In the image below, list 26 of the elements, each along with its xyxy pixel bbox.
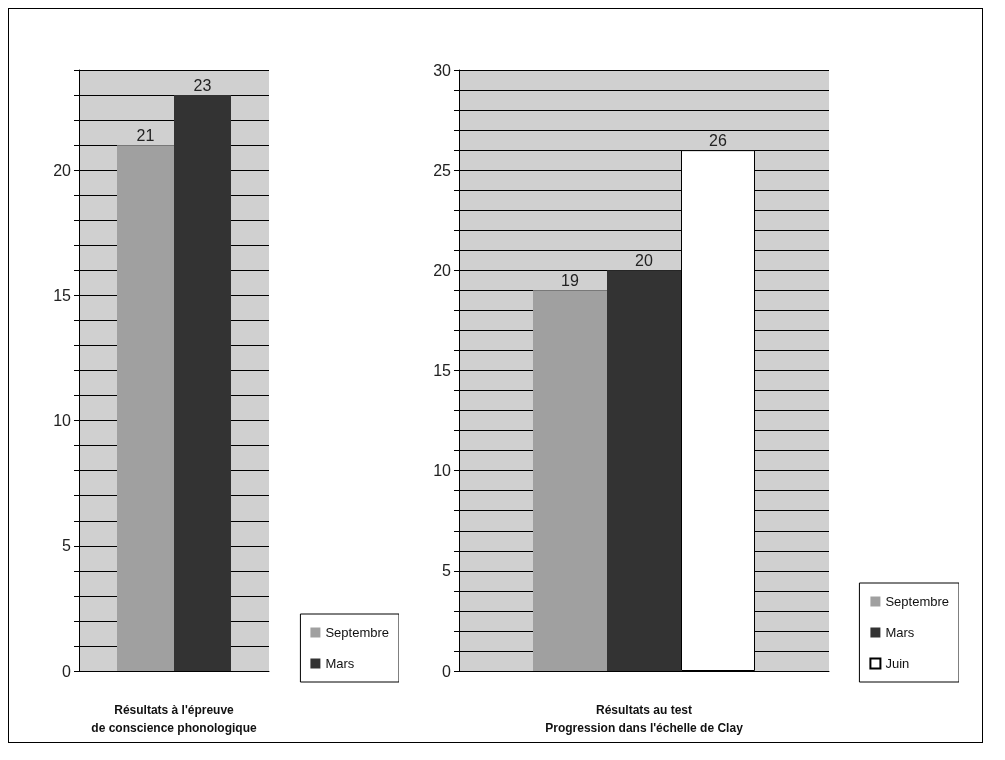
data-label: 23: [193, 76, 212, 94]
y-tick-label: 10: [53, 412, 72, 430]
data-label: 19: [561, 271, 579, 289]
y-tick-label: 5: [442, 562, 452, 580]
legend-label: Juin: [885, 656, 910, 671]
y-tick-label: 20: [53, 161, 72, 179]
data-label: 21: [136, 126, 155, 144]
y-tick-label: 5: [62, 537, 72, 555]
y-tick-label: 30: [433, 61, 452, 79]
bar: [533, 290, 607, 671]
legend-label: Mars: [325, 656, 355, 671]
legend-label: Septembre: [325, 625, 389, 640]
data-label: 20: [635, 251, 653, 269]
y-tick-label: 0: [442, 662, 452, 680]
x-axis-title: Résultats au test Progression dans l'échelle de Clay: [545, 703, 744, 735]
bar: [607, 270, 681, 671]
legend-label: Septembre: [885, 594, 949, 609]
legend-label: Mars: [885, 625, 915, 640]
y-tick-label: 15: [53, 286, 72, 304]
x-axis-title: Résultats à l'épreuve de conscience phonologique: [91, 703, 257, 735]
y-tick-label: 10: [433, 462, 452, 480]
y-tick-label: 25: [433, 161, 452, 179]
y-tick-label: 15: [433, 362, 452, 379]
data-label: 26: [709, 131, 727, 149]
y-tick-label: 0: [62, 662, 72, 680]
y-tick-label: 20: [433, 261, 452, 279]
